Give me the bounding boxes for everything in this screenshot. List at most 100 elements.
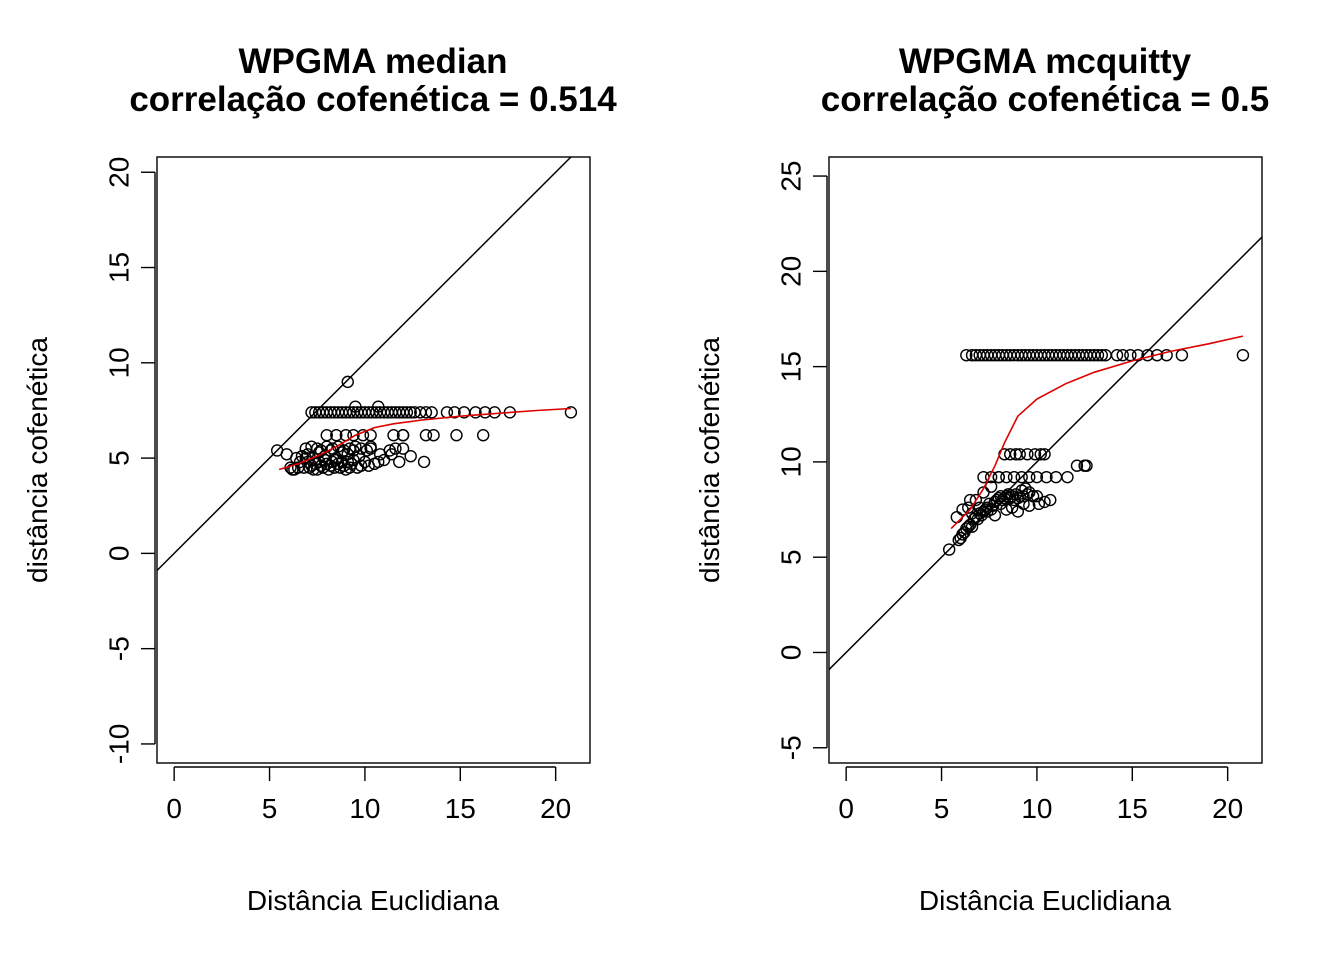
data-point xyxy=(960,348,973,362)
y-tick-label: -10 xyxy=(104,724,135,764)
y-tick-label: 20 xyxy=(776,256,807,287)
data-point xyxy=(1236,348,1250,362)
data-point xyxy=(469,406,482,419)
data-point xyxy=(356,429,370,442)
data-point xyxy=(1070,459,1084,472)
x-axis: 0 5 10 15 20 xyxy=(166,766,571,824)
data-point xyxy=(389,442,402,455)
data-point xyxy=(354,459,368,472)
data-point xyxy=(1038,495,1051,509)
x-axis: 0 5 10 15 20 xyxy=(838,766,1243,824)
chart-panel-wpgma-median: WPGMA median correlação cofenética = 0.5… xyxy=(22,42,617,916)
x-axis-label: Distância Euclidiana xyxy=(247,885,500,916)
data-point xyxy=(419,406,433,419)
plot-frame xyxy=(156,156,591,764)
data-point xyxy=(1150,348,1164,362)
data-point xyxy=(1000,470,1013,484)
data-point xyxy=(1038,448,1051,461)
x-tick-label: 0 xyxy=(166,793,182,824)
data-point xyxy=(478,406,492,419)
y-tick-label: 15 xyxy=(104,252,135,283)
data-point xyxy=(1091,348,1105,362)
x-axis-label: Distância Euclidiana xyxy=(919,885,1172,916)
y-tick-label: -5 xyxy=(776,735,807,760)
y-tick-label: 5 xyxy=(104,450,135,466)
data-point xyxy=(400,406,414,419)
chart-title: WPGMA mcquitty xyxy=(899,42,1192,81)
data-point xyxy=(396,429,410,442)
data-point xyxy=(1110,348,1124,362)
data-point xyxy=(488,406,501,419)
data-point xyxy=(962,501,975,514)
data-point xyxy=(1028,448,1042,461)
x-tick-label: 20 xyxy=(540,793,571,824)
y-tick-label: -5 xyxy=(104,636,135,661)
y-tick-label: 10 xyxy=(104,347,135,378)
data-point xyxy=(1023,486,1036,499)
smooth-line xyxy=(278,407,571,471)
data-point xyxy=(347,429,360,442)
y-axis: -5 0 5 10 15 20 25 xyxy=(776,160,828,760)
y-tick-label: 20 xyxy=(104,157,135,188)
data-point xyxy=(450,429,463,442)
data-point xyxy=(1007,470,1021,484)
plot-frame xyxy=(828,156,1263,764)
data-point xyxy=(1021,448,1034,461)
y-axis-label: distância cofenética xyxy=(694,337,725,583)
data-point xyxy=(981,505,994,518)
smooth-line xyxy=(950,335,1244,530)
y-tick-label: 5 xyxy=(776,549,807,565)
data-point xyxy=(1000,503,1013,516)
data-point xyxy=(1040,470,1053,484)
data-point xyxy=(1095,348,1108,362)
y-tick-label: 15 xyxy=(776,351,807,382)
chart-panel-wpgma-mcquitty: WPGMA mcquitty correlação cofenética = 0… xyxy=(694,42,1269,916)
data-point xyxy=(448,406,461,419)
data-point xyxy=(372,455,385,469)
data-point xyxy=(1116,348,1129,362)
data-point xyxy=(419,429,433,442)
data-point xyxy=(1032,497,1046,511)
x-tick-label: 15 xyxy=(1117,793,1148,824)
data-point xyxy=(387,429,400,442)
y-axis: -10 -5 0 5 10 15 20 xyxy=(104,157,156,764)
y-tick-label: 0 xyxy=(104,546,135,562)
x-tick-label: 10 xyxy=(349,793,380,824)
data-point xyxy=(1160,348,1173,362)
x-tick-label: 15 xyxy=(445,793,476,824)
data-point xyxy=(1015,470,1028,484)
y-axis-label: distância cofenética xyxy=(22,337,53,583)
data-point xyxy=(969,493,983,507)
data-point xyxy=(383,444,396,457)
data-point xyxy=(320,429,333,442)
y-tick-label: 0 xyxy=(776,645,807,661)
data-point xyxy=(341,375,354,389)
chart-subtitle: correlação cofenética = 0.5 xyxy=(821,80,1269,119)
x-tick-label: 0 xyxy=(838,793,854,824)
plot-area xyxy=(157,157,578,572)
data-point xyxy=(372,400,385,413)
data-point xyxy=(417,455,431,469)
data-point xyxy=(404,449,417,463)
data-point xyxy=(427,429,440,442)
data-point xyxy=(337,444,351,457)
data-point xyxy=(425,406,438,419)
data-point xyxy=(942,543,956,556)
data-point xyxy=(1017,497,1030,511)
plot-area xyxy=(829,236,1262,671)
data-point xyxy=(1044,493,1057,507)
chart-subtitle: correlação cofenética = 0.514 xyxy=(129,80,617,119)
x-tick-label: 10 xyxy=(1021,793,1052,824)
data-point xyxy=(1030,470,1044,484)
y-tick-label: 10 xyxy=(776,446,807,477)
x-tick-label: 5 xyxy=(934,793,950,824)
data-point xyxy=(1175,348,1189,362)
data-point xyxy=(326,442,339,455)
data-point xyxy=(1131,348,1145,362)
data-point xyxy=(354,442,368,455)
data-point xyxy=(1023,499,1036,512)
data-point xyxy=(1013,448,1026,461)
data-point xyxy=(1080,459,1093,472)
data-point xyxy=(330,429,343,442)
